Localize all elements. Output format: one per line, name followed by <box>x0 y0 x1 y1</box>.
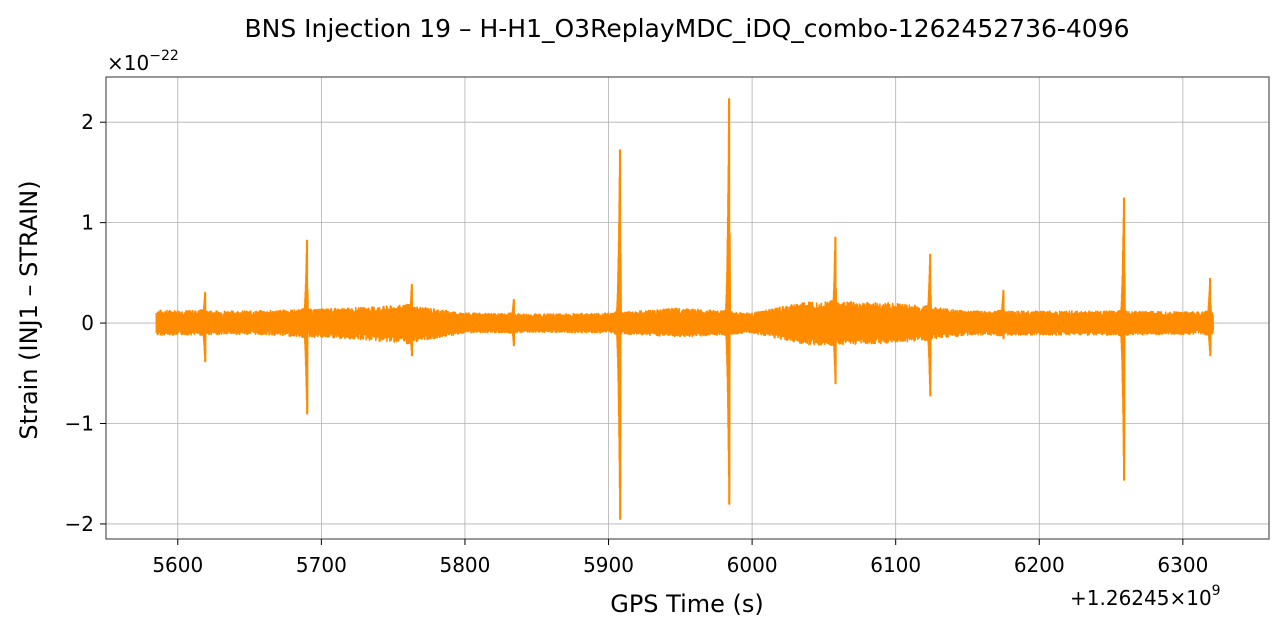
y-tick-label: 0 <box>81 311 94 335</box>
x-offset-base: +1.26245×10 <box>1070 586 1212 610</box>
glitch-spike <box>613 149 622 520</box>
glitch-spike <box>924 253 933 397</box>
x-tick-label: 5700 <box>296 553 347 577</box>
glitch-spike <box>997 289 1006 340</box>
x-offset: +1.26245×109 <box>1070 583 1221 610</box>
glitch-spike <box>1117 197 1126 481</box>
glitch-spike <box>300 239 309 415</box>
x-tick-label: 6000 <box>727 553 778 577</box>
strain-trace <box>155 301 1214 346</box>
glitch-spike <box>507 298 516 347</box>
axes-frame <box>105 76 1270 540</box>
x-tick-label: 5800 <box>439 553 490 577</box>
x-tick-label: 6300 <box>1157 553 1208 577</box>
y-tick-label: 1 <box>81 211 94 235</box>
chart-title: BNS Injection 19 – H-H1_O3ReplayMDC_iDQ_… <box>244 14 1129 43</box>
y-multiplier-exponent: −22 <box>149 48 179 64</box>
y-multiplier: ×10−22 <box>107 48 179 75</box>
glitch-spike <box>1204 277 1213 357</box>
x-tick-label: 5600 <box>152 553 203 577</box>
y-tick-label: 2 <box>81 110 94 134</box>
x-tick-label: 6200 <box>1014 553 1065 577</box>
x-tick-label: 6100 <box>870 553 921 577</box>
glitch-spike <box>405 283 414 357</box>
x-axis-label: GPS Time (s) <box>610 590 764 618</box>
y-tick-label: −1 <box>65 412 94 436</box>
grid <box>106 77 1269 539</box>
glitch-spike <box>198 291 207 363</box>
x-tick-label: 5900 <box>583 553 634 577</box>
plot-area <box>155 98 1214 520</box>
x-offset-exponent: 9 <box>1212 583 1221 599</box>
y-tick-label: −2 <box>65 512 94 536</box>
glitch-spike <box>723 98 732 505</box>
y-axis-ticks: −2 −1 0 1 2 <box>65 110 106 536</box>
y-axis-label: Strain (INJ1 – STRAIN) <box>15 180 43 439</box>
glitch-spike <box>829 236 838 385</box>
y-multiplier-base: ×10 <box>107 51 149 75</box>
x-axis-ticks: 5600 5700 5800 5900 6000 6100 6200 6300 <box>152 539 1208 577</box>
